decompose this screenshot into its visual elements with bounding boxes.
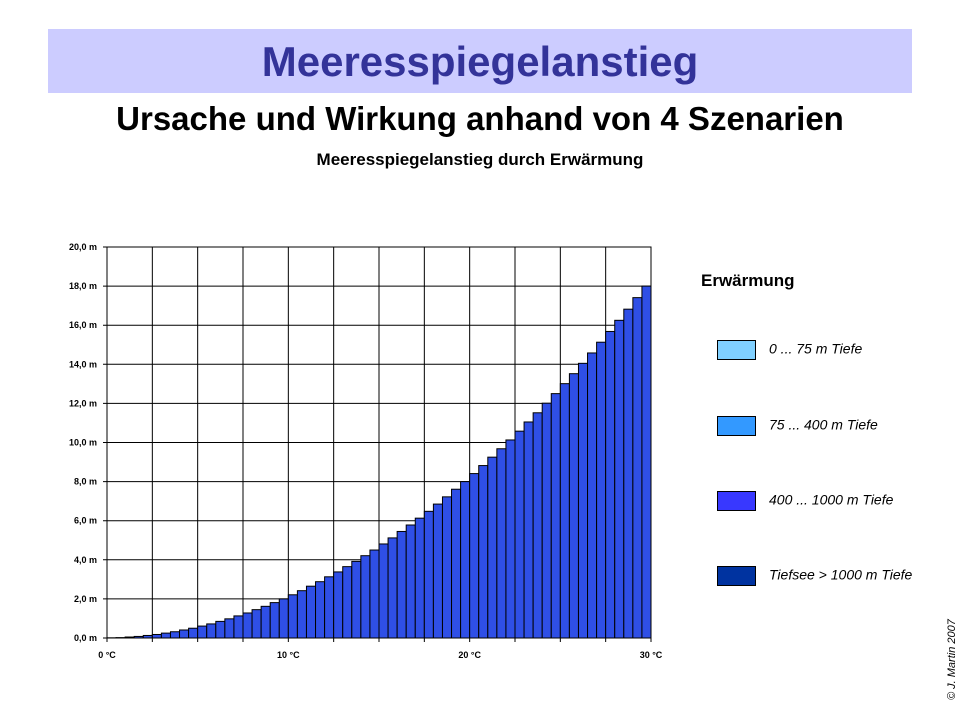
bar: [233, 615, 244, 639]
bar: [541, 402, 552, 639]
bar: [269, 602, 280, 639]
legend-swatch: [717, 491, 756, 511]
y-tick-label: 18,0 m: [69, 281, 97, 291]
legend-title: Erwärmung: [701, 271, 795, 290]
bar: [614, 319, 625, 639]
bar: [432, 503, 443, 639]
bar: [605, 330, 616, 639]
y-tick-label: 4,0 m: [74, 555, 97, 565]
bar: [441, 496, 453, 639]
bar: [568, 373, 579, 639]
bar: [278, 598, 289, 639]
bar: [215, 620, 226, 639]
bar: [124, 636, 135, 639]
bar: [396, 530, 407, 639]
bar: [342, 566, 353, 639]
y-tick-label: 10,0 m: [69, 438, 97, 448]
bar: [360, 555, 371, 639]
y-tick-label: 6,0 m: [74, 516, 97, 526]
bar: [197, 625, 208, 639]
legend-entry: 0 ... 75 m Tiefe: [717, 340, 862, 360]
bar: [188, 627, 199, 639]
bar: [160, 632, 171, 639]
x-tick-label: 0 °C: [98, 650, 116, 660]
bar: [206, 623, 217, 639]
page-subtitle: Ursache und Wirkung anhand von 4 Szenari…: [116, 100, 844, 137]
bar: [260, 605, 271, 639]
bar: [142, 634, 153, 639]
bar: [251, 609, 262, 639]
bar: [423, 510, 434, 639]
legend-label: 0 ... 75 m Tiefe: [769, 340, 863, 357]
bar: [287, 594, 298, 639]
y-tick-label: 2,0 m: [74, 594, 97, 604]
y-tick-label: 16,0 m: [69, 320, 97, 330]
legend-swatch: [717, 340, 756, 360]
bar: [151, 633, 162, 639]
bar: [242, 612, 253, 639]
chart-title: Meeresspiegelanstieg durch Erwärmung: [316, 150, 644, 169]
page-title: Meeresspiegelanstieg: [261, 38, 699, 85]
bar: [296, 590, 307, 639]
bar: [632, 297, 643, 639]
bar: [641, 285, 652, 639]
bar: [523, 421, 534, 639]
bar: [387, 537, 398, 639]
bar: [333, 571, 344, 639]
bar: [487, 456, 498, 639]
legend-entry: Tiefsee > 1000 m Tiefe: [717, 566, 912, 586]
x-tick-label: 20 °C: [458, 650, 481, 660]
bar: [305, 585, 317, 639]
bar: [133, 635, 144, 639]
bar: [315, 581, 326, 639]
bar: [469, 473, 480, 639]
legend-swatch: [717, 566, 756, 586]
bar: [559, 383, 570, 639]
bar: [324, 576, 335, 639]
bar: [478, 465, 489, 639]
copyright: © J. Martin 2007: [946, 619, 958, 700]
bar: [514, 430, 525, 639]
bar: [369, 549, 380, 639]
x-tick-label: 10 °C: [277, 650, 300, 660]
bar: [496, 448, 507, 639]
bar: [405, 524, 416, 639]
bar: [532, 412, 543, 639]
y-tick-label: 12,0 m: [69, 398, 97, 408]
title-banner: Meeresspiegelanstieg: [48, 29, 912, 93]
y-tick-label: 14,0 m: [69, 359, 97, 369]
bar: [351, 560, 362, 639]
bar: [623, 308, 634, 639]
y-tick-label: 8,0 m: [74, 477, 97, 487]
legend-entry: 400 ... 1000 m Tiefe: [717, 491, 893, 511]
legend-label: Tiefsee > 1000 m Tiefe: [769, 566, 913, 583]
bar: [505, 439, 516, 639]
bar: [550, 393, 561, 639]
bar: [451, 488, 462, 639]
bar: [378, 543, 389, 639]
y-tick-label: 0,0 m: [74, 633, 97, 643]
legend-swatch: [717, 416, 756, 436]
bar: [224, 618, 235, 639]
x-tick-label: 30 °C: [640, 650, 663, 660]
bar: [577, 362, 589, 639]
bar: [596, 341, 607, 639]
bar: [169, 631, 181, 639]
bar: [587, 352, 598, 639]
y-tick-label: 20,0 m: [69, 242, 97, 252]
legend-label: 75 ... 400 m Tiefe: [769, 416, 878, 433]
bar: [460, 481, 471, 639]
bar: [179, 629, 190, 639]
legend-label: 400 ... 1000 m Tiefe: [769, 491, 894, 508]
legend-entry: 75 ... 400 m Tiefe: [717, 416, 878, 436]
bar: [414, 517, 425, 639]
